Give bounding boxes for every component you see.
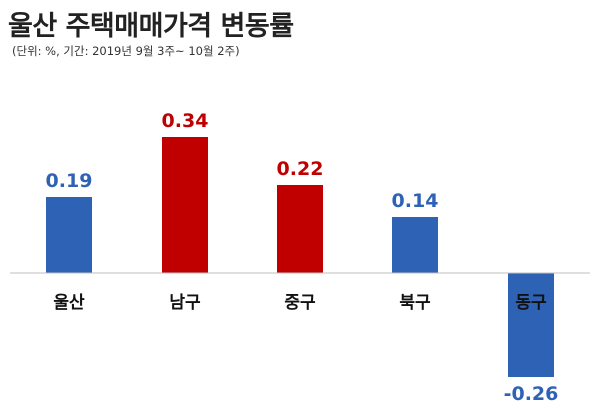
value-label-4: 0.14 [392,190,439,212]
category-label-1: 울산 [53,293,85,313]
bar-2 [162,137,208,273]
value-label-2: 0.34 [162,110,209,132]
category-label-2: 남구 [169,293,201,313]
bar-5 [508,273,554,377]
chart-title: 울산 주택매매가격 변동률 [8,11,294,42]
chart-subtitle: (단위: %, 기간: 2019년 9월 3주~ 10월 2주) [12,44,240,58]
category-label-4: 북구 [399,293,431,313]
category-label-5: 동구 [515,293,547,313]
value-label-5: -0.26 [504,383,559,405]
bar-3 [277,185,323,273]
bar-1 [46,197,92,273]
value-label-3: 0.22 [277,158,324,180]
value-label-1: 0.19 [46,170,93,192]
category-label-3: 중구 [284,293,316,313]
bar-4 [392,217,438,273]
